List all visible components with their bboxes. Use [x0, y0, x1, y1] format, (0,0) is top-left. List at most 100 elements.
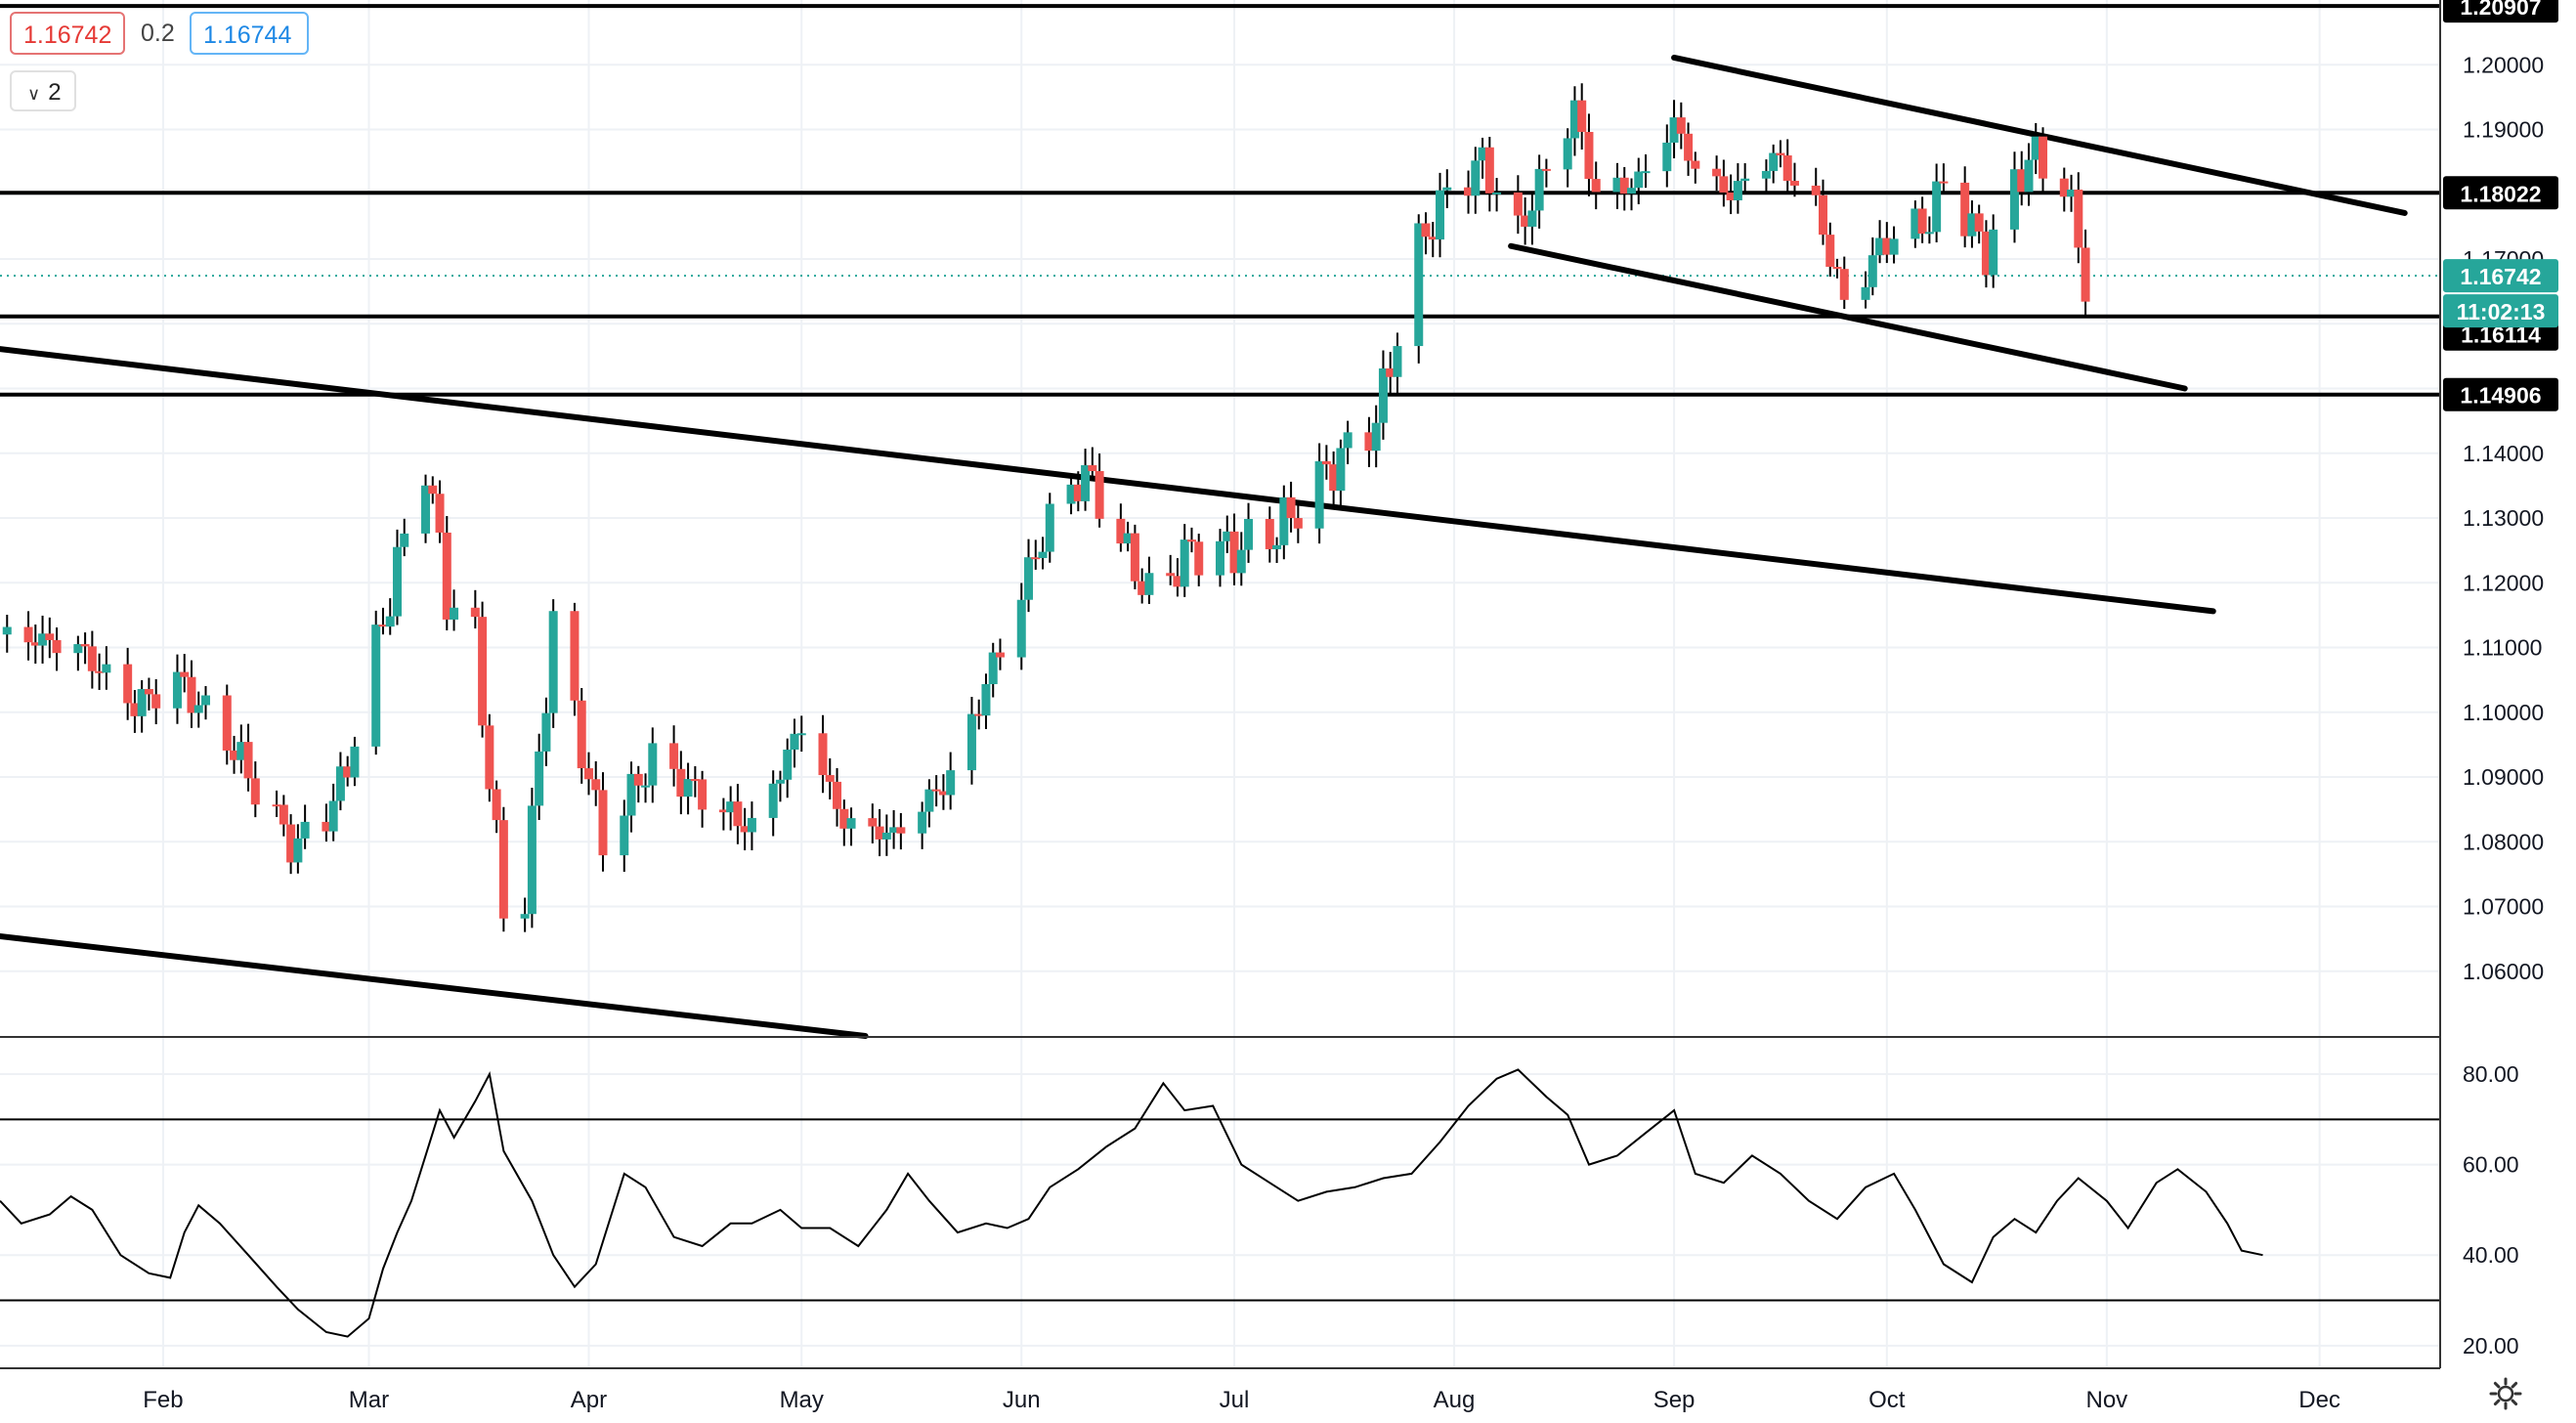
candle — [648, 727, 658, 803]
candle-body — [1591, 179, 1601, 193]
last-price-label-bg — [2443, 259, 2558, 293]
candle — [641, 773, 651, 803]
candle — [1521, 197, 1530, 245]
candle-body — [1911, 208, 1920, 239]
candle — [669, 725, 679, 787]
candle — [981, 673, 991, 730]
candle — [1782, 139, 1792, 193]
candle — [2, 615, 12, 653]
time-tick-label: Apr — [571, 1387, 607, 1413]
countdown-label: 11:02:13 — [2457, 299, 2546, 324]
candle — [1279, 485, 1289, 560]
candle-body — [641, 785, 651, 788]
candle — [783, 738, 793, 798]
candle-body — [1371, 422, 1381, 452]
candle — [102, 646, 111, 690]
candle — [322, 803, 331, 842]
candle-body — [1421, 223, 1431, 237]
candle-body — [222, 695, 232, 751]
candle-body — [95, 670, 105, 673]
candle-body — [1691, 160, 1700, 169]
candle — [492, 780, 501, 834]
candle-body — [1378, 367, 1388, 423]
candle — [846, 807, 856, 846]
candle-body — [1761, 170, 1771, 179]
candle — [620, 799, 629, 873]
candle-body — [272, 804, 281, 807]
candle-body — [577, 700, 586, 769]
candle-body — [1868, 255, 1877, 287]
ask-price-box[interactable]: 1.16744 — [190, 12, 309, 55]
candle-body — [498, 820, 508, 919]
candle-body — [1031, 557, 1041, 560]
candle-body — [1521, 215, 1530, 227]
candle — [236, 724, 246, 774]
candle-body — [378, 625, 388, 627]
rsi-tick-label: 60.00 — [2463, 1152, 2519, 1178]
candle-body — [1527, 210, 1537, 227]
candle-body — [1569, 100, 1579, 139]
candle-body — [137, 689, 147, 716]
candle-body — [626, 773, 636, 816]
candle — [2031, 122, 2040, 175]
candle-body — [243, 742, 253, 779]
candle — [1216, 529, 1224, 587]
level-label: 1.14906 — [2460, 383, 2541, 409]
candle — [775, 770, 785, 802]
price-tick-label: 1.13000 — [2463, 505, 2544, 531]
candle — [1272, 537, 1282, 564]
trendlines[interactable] — [0, 54, 2408, 1039]
candle — [1811, 167, 1821, 206]
candle-body — [478, 617, 488, 726]
candle — [833, 767, 842, 827]
candle — [2009, 151, 2019, 243]
price-tick-label: 1.12000 — [2463, 570, 2544, 595]
candle — [144, 677, 153, 711]
candle — [577, 687, 586, 784]
candle — [1889, 226, 1899, 264]
gear-icon[interactable] — [2488, 1376, 2523, 1411]
time-tick-label: Jul — [1220, 1387, 1250, 1413]
candle-body — [1882, 237, 1892, 255]
candle — [1321, 445, 1331, 480]
candle-body — [1478, 147, 1487, 161]
horizontal-levels[interactable] — [0, 4, 2440, 397]
candle-body — [1726, 192, 1736, 200]
price-tick-label: 1.19000 — [2463, 117, 2544, 143]
candle-body — [435, 494, 445, 533]
candle-body — [548, 611, 558, 713]
candle — [1492, 178, 1502, 212]
candle — [1861, 271, 1870, 309]
candle — [946, 752, 956, 810]
candle — [45, 617, 55, 659]
candle — [938, 774, 948, 810]
candle-body — [1484, 147, 1494, 194]
candle — [1138, 568, 1147, 604]
rsi-bands — [0, 1118, 2440, 1302]
candle — [718, 798, 728, 831]
candle — [1024, 539, 1034, 613]
candle — [201, 685, 211, 720]
candle-body — [87, 646, 97, 671]
bid-price-box[interactable]: 1.16742 — [10, 12, 125, 55]
candle-body — [938, 791, 948, 796]
candle — [137, 680, 147, 733]
chevron-down-icon: ∨ — [27, 84, 41, 104]
candle — [896, 812, 906, 850]
candle — [1265, 506, 1274, 563]
candle-body — [2, 626, 12, 635]
price-tick-label: 1.10000 — [2463, 700, 2544, 725]
candle — [1464, 170, 1474, 214]
interval-value: 2 — [48, 79, 62, 106]
candle-body — [1584, 131, 1594, 180]
candle-body — [1095, 471, 1104, 519]
candles — [2, 83, 2090, 932]
candle — [95, 653, 105, 690]
candle-body — [1924, 232, 1934, 235]
candle-body — [541, 712, 551, 752]
candle — [548, 599, 558, 728]
candle-body — [775, 779, 785, 784]
interval-toggle[interactable]: ∨ 2 — [10, 70, 76, 111]
candle — [1967, 200, 1977, 248]
